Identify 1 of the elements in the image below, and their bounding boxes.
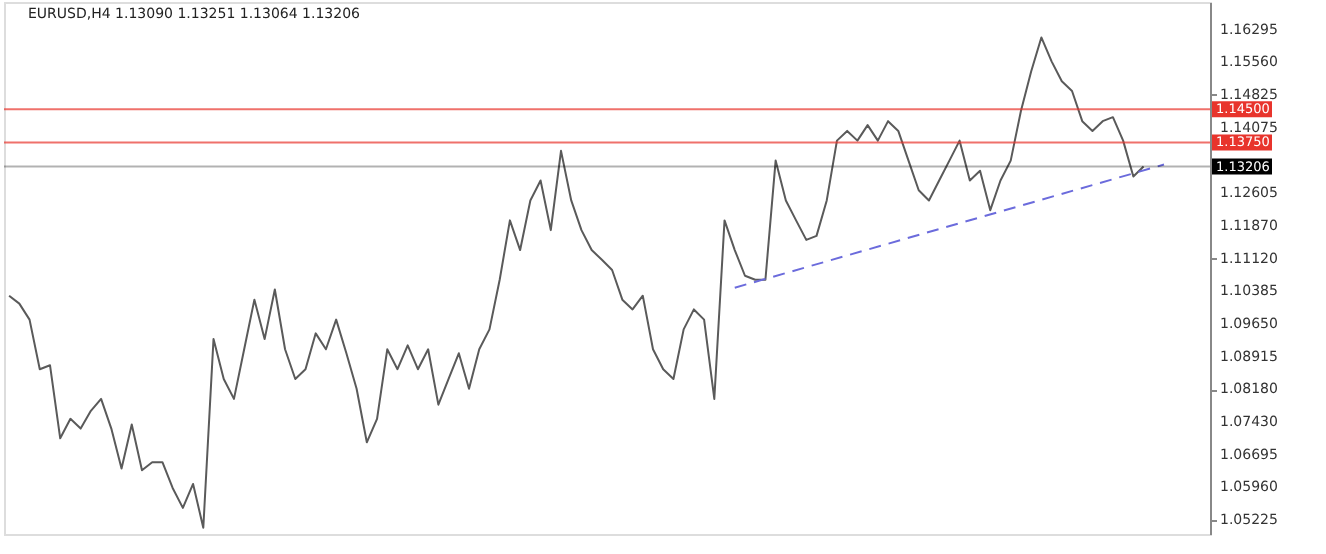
line-series (8, 36, 1145, 529)
